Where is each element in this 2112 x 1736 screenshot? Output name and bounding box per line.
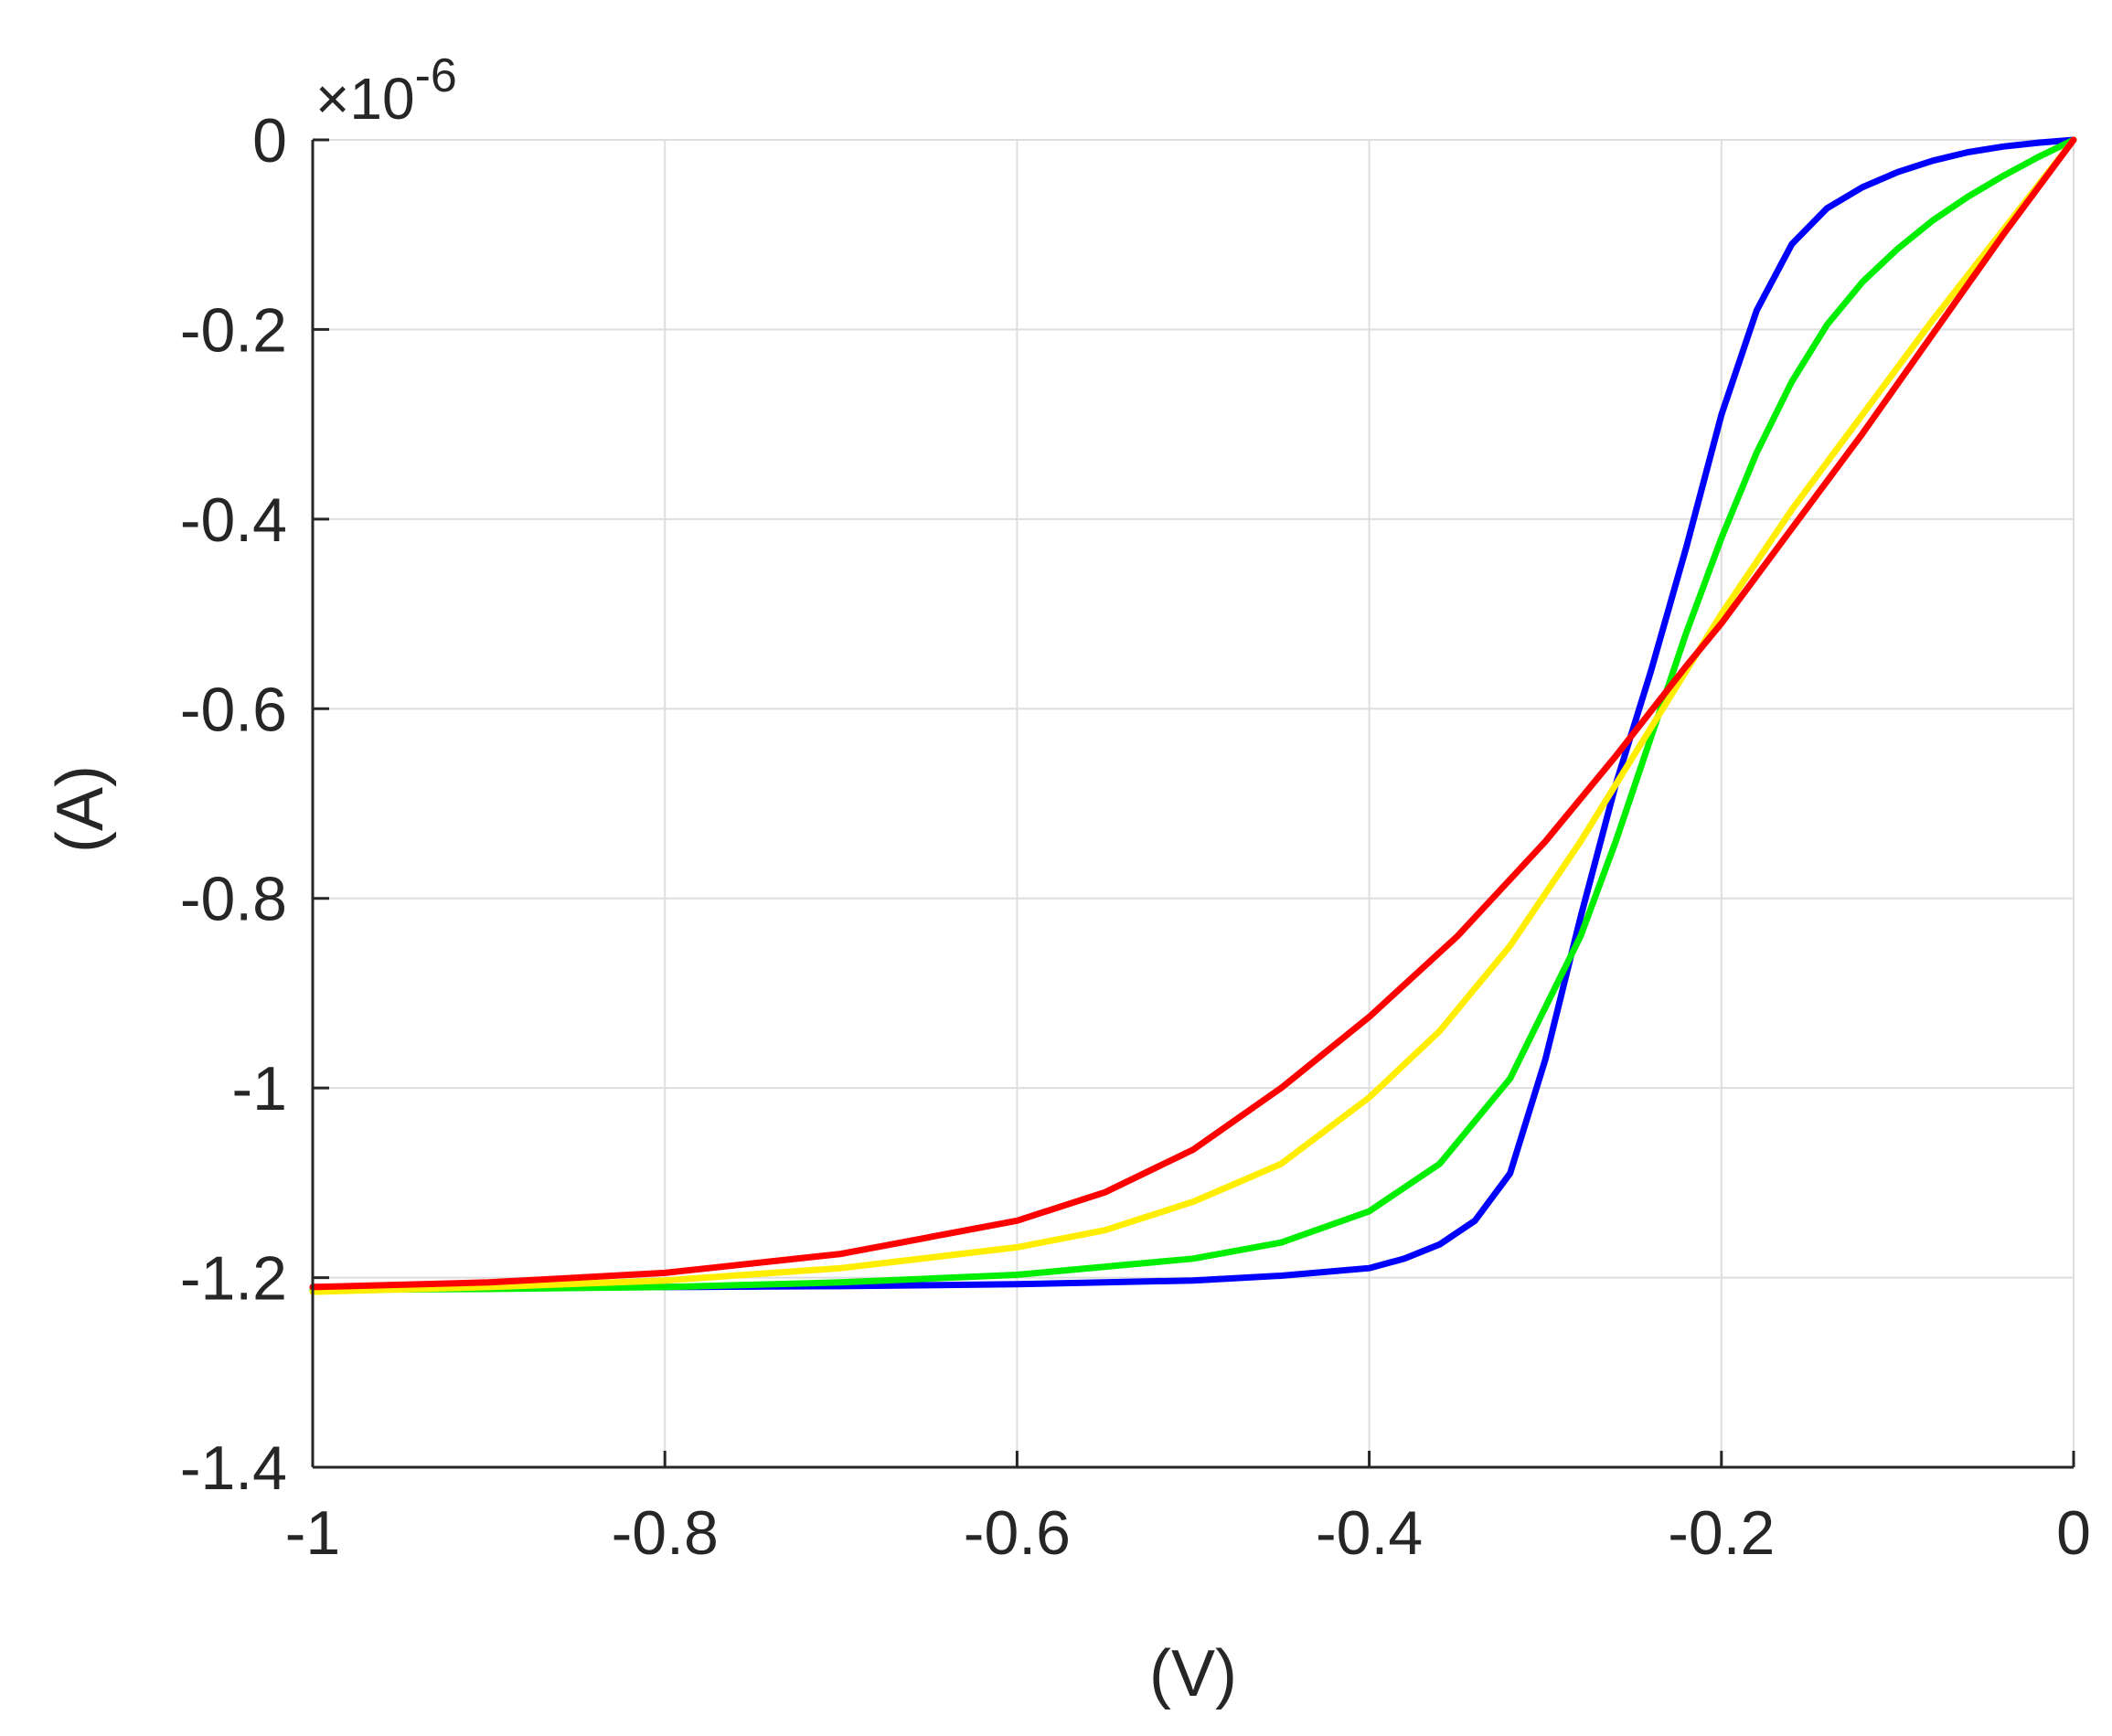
y-tick-label: -1 (232, 1054, 287, 1124)
y-tick-label: -0.8 (180, 865, 287, 934)
series-line-1 (309, 136, 2077, 1291)
y-tick-label: -1.2 (180, 1244, 287, 1314)
y-tick-label: -0.6 (180, 675, 287, 744)
y-tick-label: -1.4 (180, 1433, 287, 1503)
tick-labels: -1 -0.8 -0.6 -0.4 -0.2 00-0.2-0.4-0.6-0.8-1-1… (180, 106, 2091, 1568)
x-tick-label: 0 (2056, 1498, 2091, 1568)
x-tick-label: -0.4 (1316, 1498, 1423, 1568)
y-exponent-label: ×10-6 (315, 49, 457, 132)
series-line-3 (309, 136, 2077, 1295)
axes (311, 138, 2075, 1469)
series-line-4 (309, 136, 2077, 1291)
y-tick-label: -0.4 (180, 485, 287, 555)
y-tick-label: 0 (252, 106, 287, 176)
y-axis-title: (A) (44, 765, 117, 853)
x-tick-label: -0.6 (964, 1498, 1071, 1568)
series-line-2 (309, 136, 2077, 1294)
x-tick-label: -0.8 (612, 1498, 719, 1568)
series-lines (309, 136, 2077, 1295)
y-tick-label: -0.2 (180, 295, 287, 365)
x-tick-label: -1 (285, 1498, 340, 1568)
x-tick-label: -0.2 (1668, 1498, 1775, 1568)
x-axis-title: (V) (1149, 1637, 1237, 1710)
